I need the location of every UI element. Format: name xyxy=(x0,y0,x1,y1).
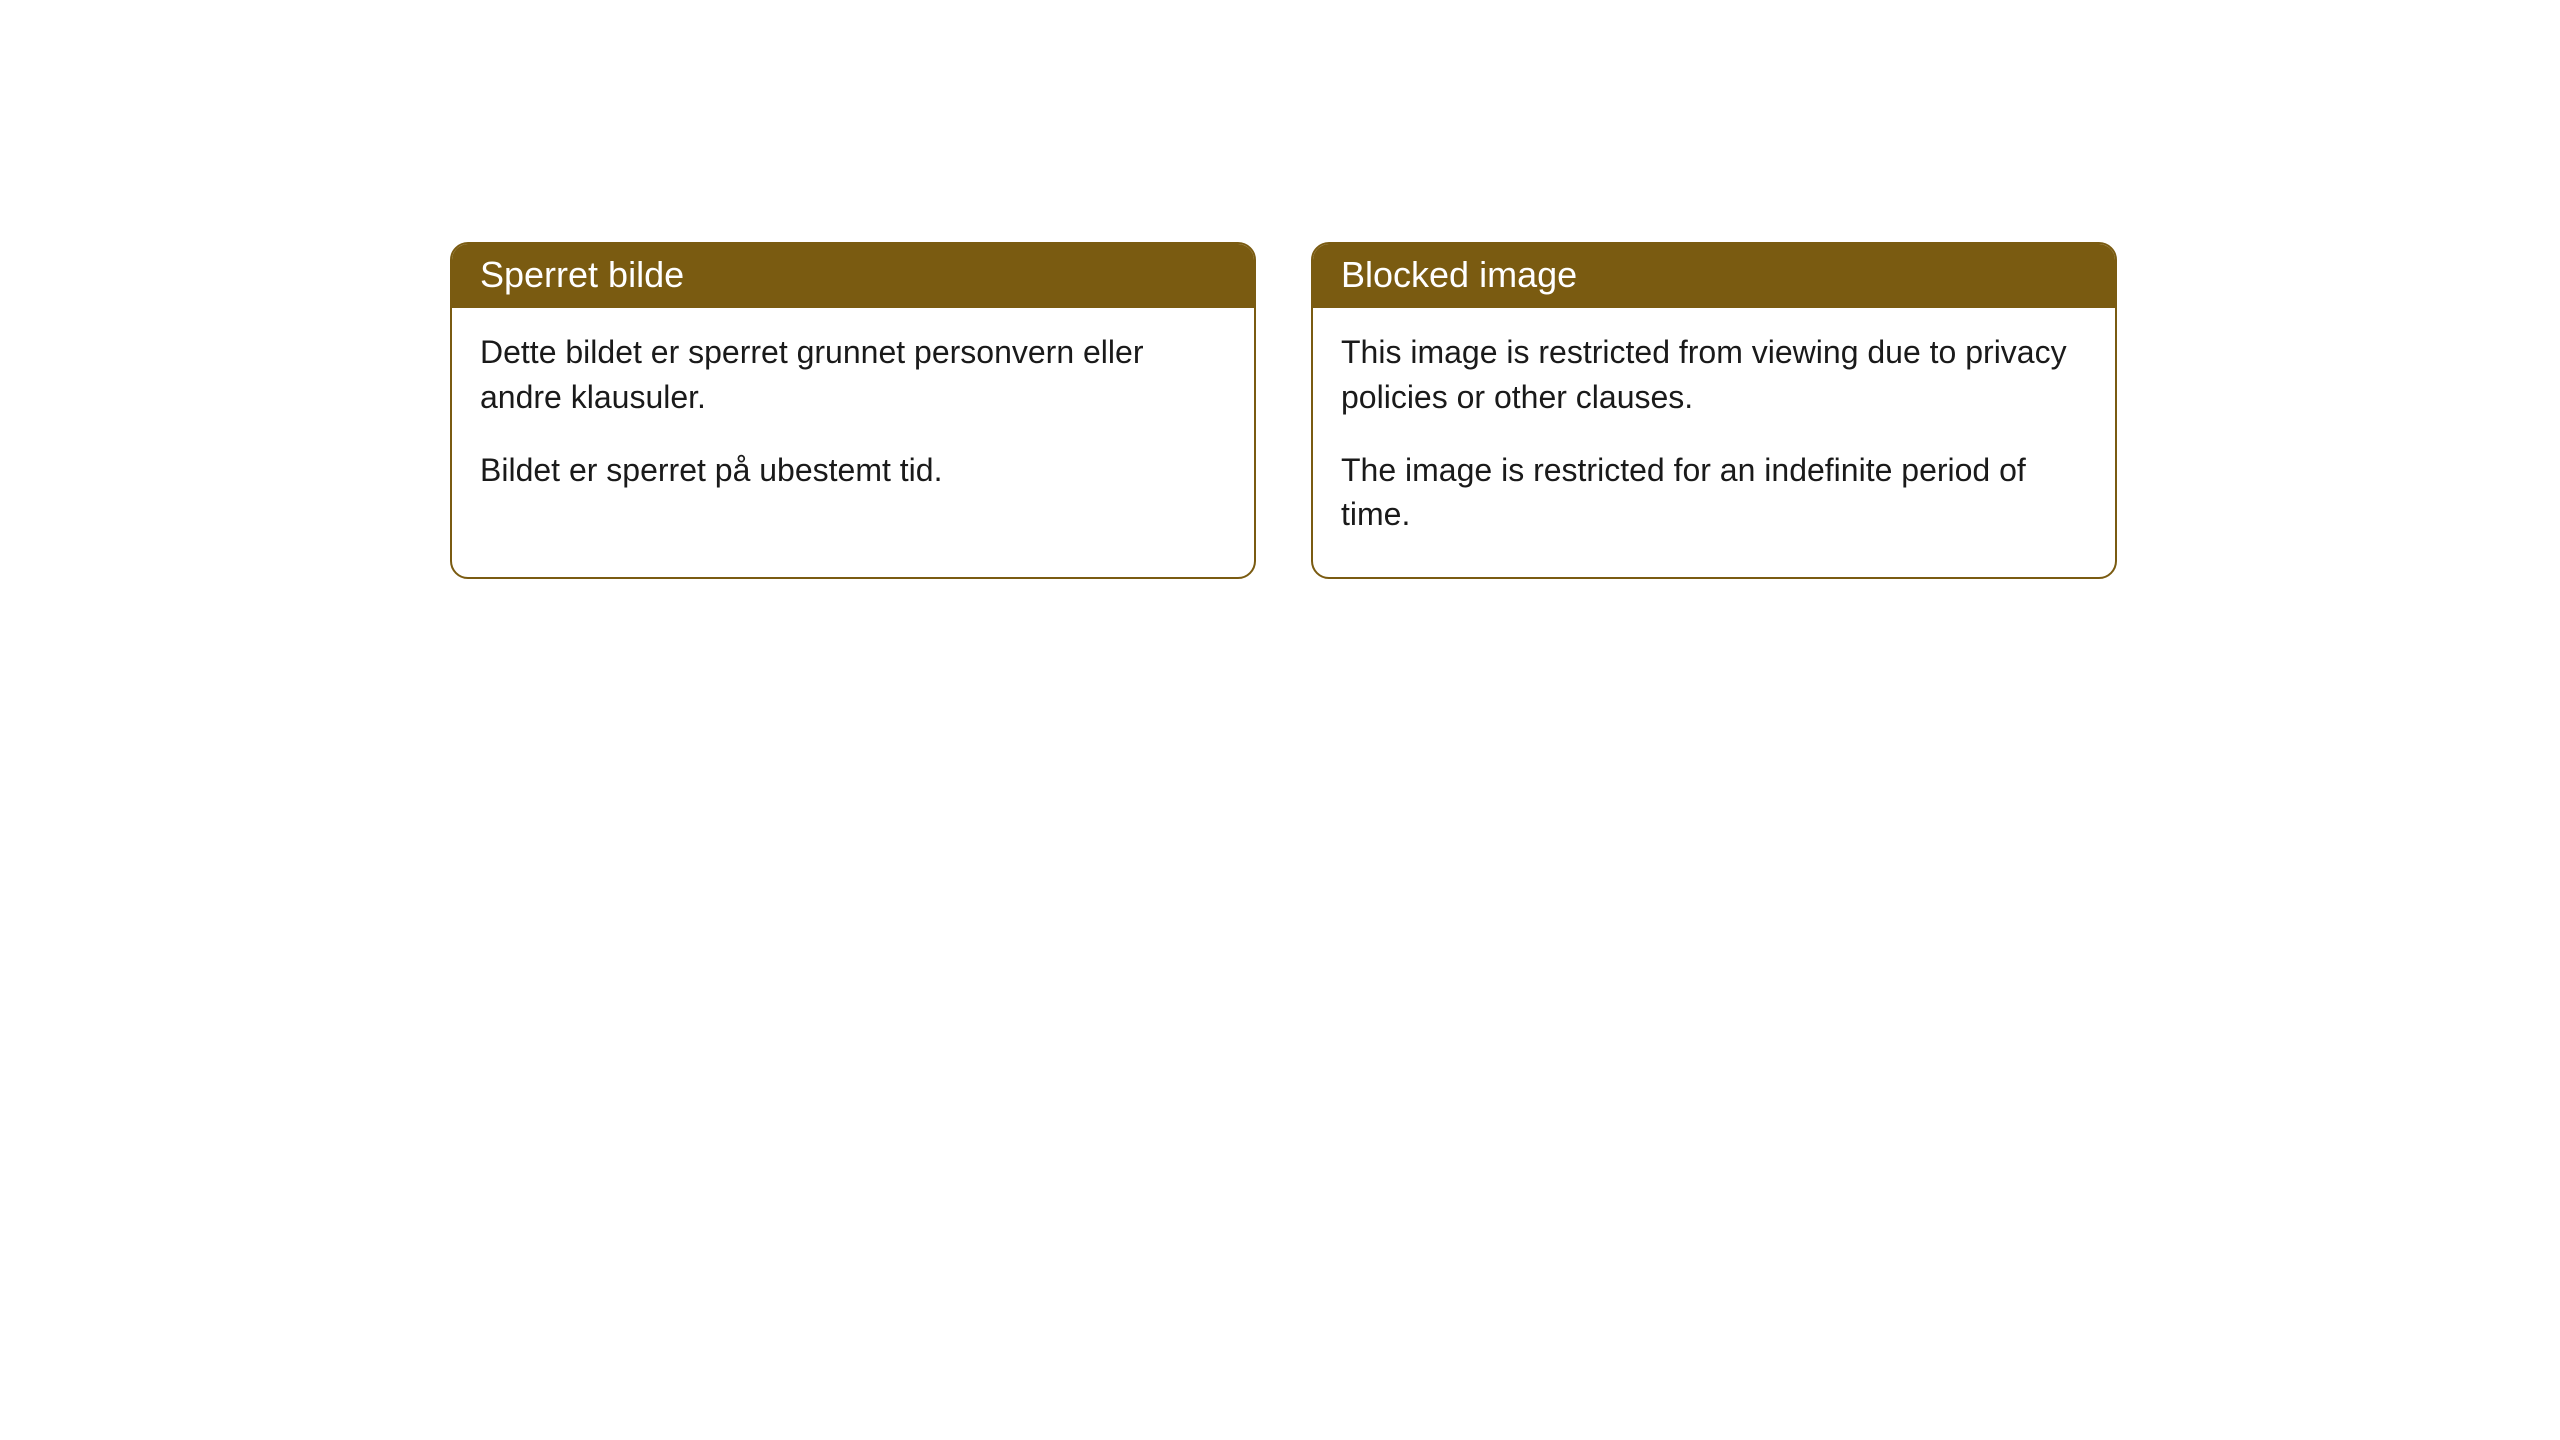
card-paragraph: This image is restricted from viewing du… xyxy=(1341,330,2087,420)
cards-container: Sperret bilde Dette bildet er sperret gr… xyxy=(0,0,2560,579)
card-paragraph: Bildet er sperret på ubestemt tid. xyxy=(480,448,1226,493)
card-norwegian: Sperret bilde Dette bildet er sperret gr… xyxy=(450,242,1256,579)
card-title: Blocked image xyxy=(1341,254,1577,295)
card-english: Blocked image This image is restricted f… xyxy=(1311,242,2117,579)
card-header-norwegian: Sperret bilde xyxy=(452,244,1254,308)
card-header-english: Blocked image xyxy=(1313,244,2115,308)
card-body-english: This image is restricted from viewing du… xyxy=(1313,308,2115,577)
card-title: Sperret bilde xyxy=(480,254,684,295)
card-paragraph: Dette bildet er sperret grunnet personve… xyxy=(480,330,1226,420)
card-paragraph: The image is restricted for an indefinit… xyxy=(1341,448,2087,538)
card-body-norwegian: Dette bildet er sperret grunnet personve… xyxy=(452,308,1254,532)
